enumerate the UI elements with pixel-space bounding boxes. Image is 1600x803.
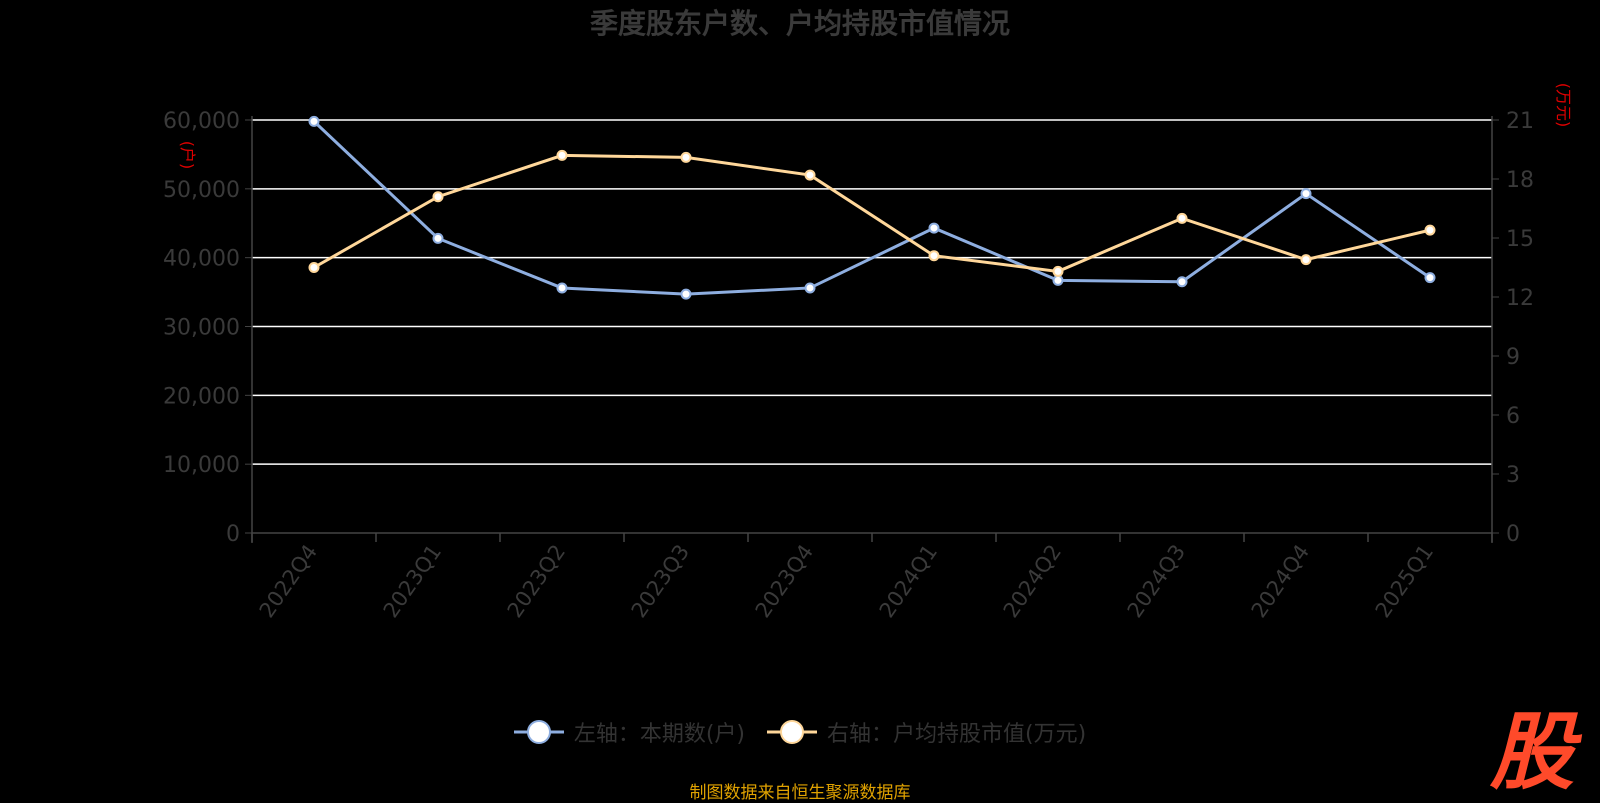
- left-tick-label: 50,000: [163, 178, 240, 203]
- legend-item-left[interactable]: 左轴：本期数(户): [513, 716, 745, 748]
- left-tick-label: 40,000: [163, 247, 240, 272]
- data-point-left: [1424, 272, 1436, 284]
- data-point-left: [432, 232, 444, 244]
- right-tick-label: 3: [1506, 463, 1520, 488]
- x-tick-label: 2023Q1: [379, 540, 446, 622]
- data-point-right: [680, 151, 692, 163]
- data-point-left: [1300, 188, 1312, 200]
- x-axis-ticks: 2022Q4 2023Q1 2023Q2 2023Q3 2023Q4 2024Q1 2024…: [255, 540, 1438, 622]
- data-point-left: [1052, 274, 1064, 286]
- right-axis-unit: (万元): [1554, 83, 1573, 128]
- legend-marker-right-icon: [767, 720, 817, 744]
- right-tick-label: 18: [1506, 168, 1534, 193]
- x-tick-label: 2024Q2: [999, 540, 1066, 622]
- legend: 左轴：本期数(户) 右轴：户均持股市值(万元): [0, 716, 1600, 748]
- data-point-right: [928, 250, 940, 262]
- right-tick-label: 0: [1506, 522, 1520, 547]
- right-tick-label: 9: [1506, 345, 1520, 370]
- data-point-right: [1052, 265, 1064, 277]
- left-tick-label: 60,000: [163, 109, 240, 134]
- x-tick-label: 2023Q4: [751, 540, 818, 622]
- data-point-left: [928, 222, 940, 234]
- axes: [251, 116, 1493, 543]
- legend-label-left: 左轴：本期数(户): [573, 722, 745, 747]
- x-tick-label: 2023Q3: [627, 540, 694, 622]
- x-tick-label: 2023Q2: [503, 540, 570, 622]
- series-line-left: [312, 120, 1431, 296]
- left-axis-ticks: 0 10,000 20,000 30,000 40,000 50,000 60,000: [163, 109, 252, 547]
- legend-item-right[interactable]: 右轴：户均持股市值(万元): [767, 716, 1086, 748]
- right-tick-label: 15: [1506, 227, 1534, 252]
- right-tick-label: 21: [1506, 109, 1534, 134]
- data-point-right: [556, 149, 568, 161]
- left-axis-unit: (户): [178, 141, 197, 170]
- data-point-right: [308, 262, 320, 273]
- left-tick-label: 0: [226, 522, 240, 547]
- data-point-right: [432, 191, 444, 203]
- series-line-right: [313, 153, 1431, 273]
- grid-lines: [252, 119, 1492, 465]
- x-tick-label: 2022Q4: [255, 540, 322, 622]
- x-tick-label: 2024Q4: [1247, 540, 1314, 622]
- left-tick-label: 30,000: [163, 316, 240, 341]
- left-tick-label: 10,000: [163, 453, 240, 478]
- x-tick-label: 2024Q3: [1123, 540, 1190, 622]
- series-group: [308, 115, 1436, 300]
- right-axis-ticks: 0 3 6 9 12 15 18 21: [1492, 109, 1534, 547]
- chart-title: 季度股东户数、户均持股市值情况: [589, 7, 1010, 40]
- data-point-left: [556, 282, 568, 294]
- data-point-left: [804, 282, 816, 294]
- right-tick-label: 12: [1506, 286, 1534, 311]
- data-point-right: [804, 169, 816, 181]
- x-tick-label: 2025Q1: [1371, 540, 1438, 622]
- legend-marker-left-icon: [513, 720, 564, 744]
- right-tick-label: 6: [1506, 404, 1520, 429]
- data-point-left: [680, 288, 692, 300]
- data-point-left: [308, 115, 320, 127]
- left-tick-label: 20,000: [163, 384, 240, 409]
- legend-label-right: 右轴：户均持股市值(万元): [827, 722, 1087, 747]
- x-tick-label: 2024Q1: [875, 540, 942, 622]
- data-point-left: [1176, 276, 1188, 288]
- watermark-logo: 股: [1489, 703, 1574, 801]
- data-point-right: [1300, 254, 1312, 266]
- data-point-right: [1424, 224, 1436, 236]
- data-point-right: [1176, 212, 1188, 224]
- data-source-note: 制图数据来自恒生聚源数据库: [689, 783, 911, 803]
